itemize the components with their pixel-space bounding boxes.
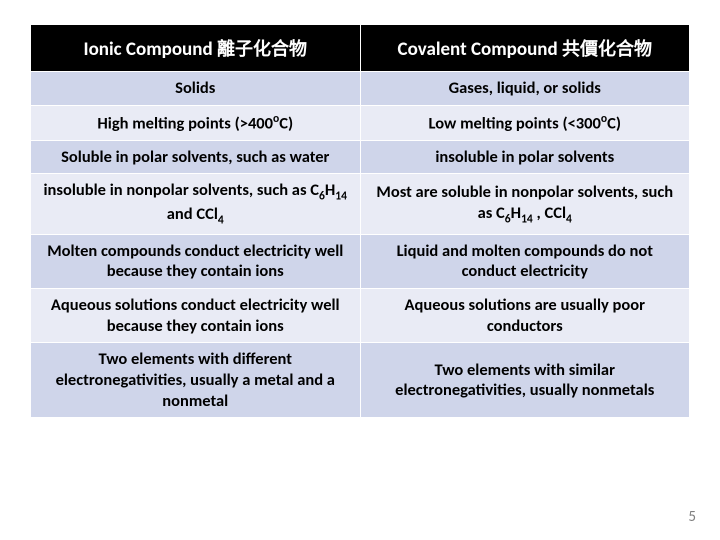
table-row: High melting points (>400oC) Low melting… bbox=[31, 105, 690, 140]
cell-covalent: Liquid and molten compounds do not condu… bbox=[360, 234, 690, 288]
cell-covalent: Aqueous solutions are usually poor condu… bbox=[360, 289, 690, 343]
header-ionic-main: Ionic Compound bbox=[84, 38, 213, 61]
cell-ionic: Soluble in polar solvents, such as water bbox=[31, 140, 361, 174]
cell-ionic: Molten compounds conduct electricity wel… bbox=[31, 234, 361, 288]
header-ionic: Ionic Compound 離子化合物 bbox=[31, 25, 361, 72]
cell-ionic: insoluble in nonpolar solvents, such as … bbox=[31, 174, 361, 234]
table-row: Solids Gases, liquid, or solids bbox=[31, 72, 690, 106]
cell-ionic: Solids bbox=[31, 72, 361, 106]
cell-ionic: Aqueous solutions conduct electricity we… bbox=[31, 289, 361, 343]
cell-covalent: Two elements with similar electronegativ… bbox=[360, 343, 690, 418]
cell-covalent: Low melting points (<300oC) bbox=[360, 105, 690, 140]
cell-covalent: Most are soluble in nonpolar solvents, s… bbox=[360, 174, 690, 234]
page-number: 5 bbox=[688, 508, 696, 526]
header-ionic-cjk: 離子化合物 bbox=[217, 38, 307, 60]
header-covalent-main: Covalent Compound bbox=[398, 38, 558, 61]
cell-covalent: Gases, liquid, or solids bbox=[360, 72, 690, 106]
comparison-table: Ionic Compound 離子化合物 Covalent Compound 共… bbox=[30, 24, 690, 418]
header-covalent: Covalent Compound 共價化合物 bbox=[360, 25, 690, 72]
cell-covalent: insoluble in polar solvents bbox=[360, 140, 690, 174]
table-row: Two elements with different electronegat… bbox=[31, 343, 690, 418]
table-row: Aqueous solutions conduct electricity we… bbox=[31, 289, 690, 343]
table-header-row: Ionic Compound 離子化合物 Covalent Compound 共… bbox=[31, 25, 690, 72]
table-row: Soluble in polar solvents, such as water… bbox=[31, 140, 690, 174]
cell-ionic: Two elements with different electronegat… bbox=[31, 343, 361, 418]
table-row: insoluble in nonpolar solvents, such as … bbox=[31, 174, 690, 234]
cell-ionic: High melting points (>400oC) bbox=[31, 105, 361, 140]
table-row: Molten compounds conduct electricity wel… bbox=[31, 234, 690, 288]
header-covalent-cjk: 共價化合物 bbox=[562, 38, 652, 60]
